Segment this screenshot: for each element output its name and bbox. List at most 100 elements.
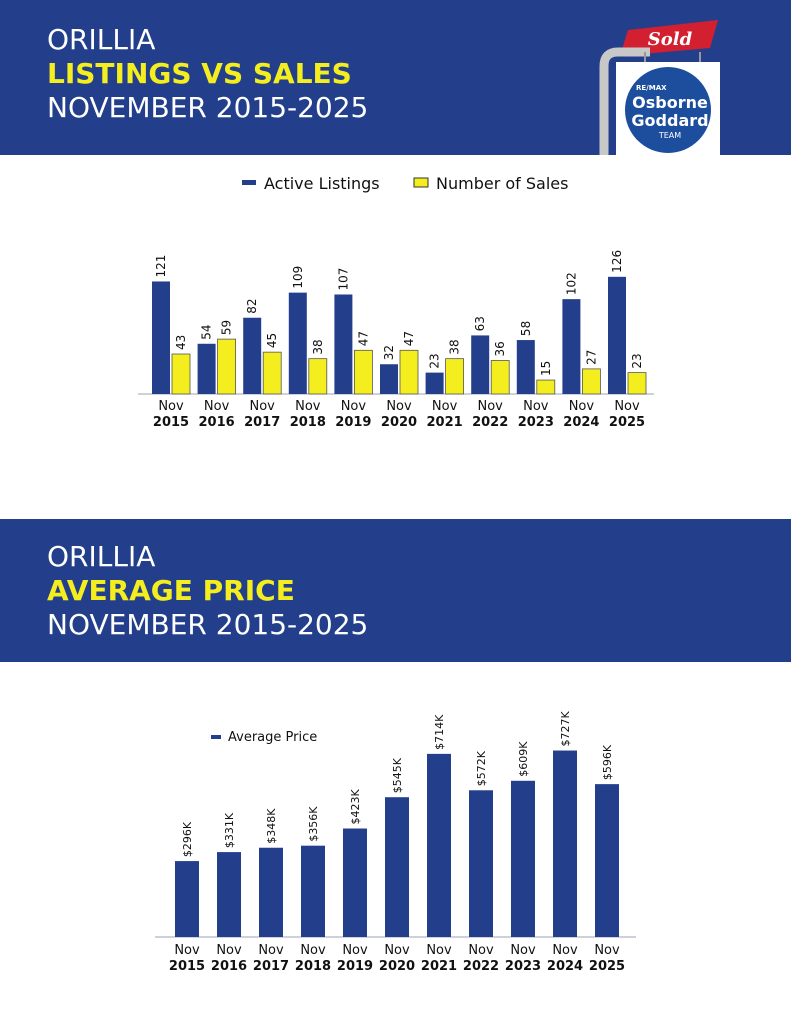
x-tick-label-month: Nov [468,943,494,958]
x-tick-label-year: 2017 [244,415,280,430]
sold-banner-shape [620,20,718,56]
x-tick-label-month: Nov [523,399,549,414]
data-label: $423K [349,789,362,825]
data-label: 59 [220,320,234,335]
legend-label: Average Price [228,730,317,745]
x-tick-label-year: 2019 [335,415,371,430]
data-label: 47 [356,331,370,346]
x-tick-label-year: 2018 [295,959,331,974]
bar-average-price [511,780,535,937]
bar-average-price [259,847,283,937]
x-tick-label-month: Nov [594,943,620,958]
banner-period: NOVEMBER 2015-2025 [47,608,369,641]
sold-sign-logo: Sold RE/MAX Osborne Goddard TEAM [599,20,720,155]
x-tick-label-year: 2021 [427,415,463,430]
x-tick-label-year: 2020 [381,415,417,430]
bar-average-price [385,797,409,937]
sign-post [599,47,650,155]
x-tick-label-month: Nov [432,399,458,414]
bar-active-listings [288,292,307,394]
legend-swatch-active-listings [242,180,256,185]
x-tick-label-month: Nov [341,399,367,414]
x-tick-label-month: Nov [300,943,326,958]
x-tick-label-year: 2025 [589,959,625,974]
data-label: 15 [539,361,553,376]
x-tick-label-year: 2020 [379,959,415,974]
x-tick-label-month: Nov [510,943,536,958]
data-label: 36 [493,341,507,356]
data-label: 38 [311,339,325,354]
bar-number-of-sales [171,353,191,395]
x-tick-label-year: 2023 [518,415,554,430]
bar-active-listings [197,343,216,394]
x-tick-label-month: Nov [258,943,284,958]
data-label: $609K [517,741,530,777]
banner-city: ORILLIA [47,540,156,573]
bar-active-listings [471,335,490,394]
x-tick-label-year: 2025 [609,415,645,430]
x-tick-label-month: Nov [342,943,368,958]
bar-average-price [427,753,451,937]
x-tick-label-month: Nov [569,399,595,414]
x-tick-label-year: 2024 [563,415,599,430]
bar-average-price [343,828,367,937]
bar-number-of-sales [445,358,465,395]
logo-circle [625,67,711,153]
logo-line3: TEAM [658,131,681,140]
data-label: 27 [584,350,598,365]
x-tick-label-year: 2022 [463,959,499,974]
bar-active-listings [608,276,626,394]
bar-number-of-sales [627,372,647,395]
banner-city: ORILLIA [47,23,156,56]
x-tick-label-year: 2023 [505,959,541,974]
bar-active-listings [152,281,170,394]
x-tick-label-year: 2017 [253,959,289,974]
x-tick-label-month: Nov [204,399,230,414]
x-tick-label-month: Nov [174,943,200,958]
bar-active-listings [516,340,535,394]
bar-active-listings [425,372,444,394]
data-label: 102 [564,272,578,295]
data-label: 109 [291,266,305,289]
bar-average-price [217,852,241,937]
x-tick-label-year: 2018 [290,415,326,430]
banner-title: AVERAGE PRICE [47,574,295,607]
logo-line2: Goddard [631,111,708,130]
x-tick-label-year: 2015 [153,415,189,430]
data-label: 32 [382,345,396,360]
legend-label: Number of Sales [436,174,568,193]
x-tick-label-month: Nov [478,399,504,414]
data-label: $331K [223,812,236,848]
bar-average-price [553,750,577,937]
brand-text: RE/MAX [636,84,667,92]
banner-title: LISTINGS VS SALES [47,57,352,90]
bar-average-price [175,861,199,937]
data-label: 38 [448,339,462,354]
x-tick-label-year: 2019 [337,959,373,974]
x-tick-label-month: Nov [158,399,184,414]
data-label: 23 [428,353,442,368]
data-label: $596K [601,744,614,780]
x-tick-label-month: Nov [250,399,276,414]
bar-number-of-sales [308,358,328,395]
data-label: 107 [336,268,350,291]
average-price-chart: Average Price$296KNov2015$331KNov2016$34… [155,711,636,974]
bar-average-price [301,845,325,937]
bar-number-of-sales [582,368,601,395]
x-tick-label-year: 2021 [421,959,457,974]
logo-line1: Osborne [632,93,708,112]
sold-text: Sold [648,29,693,50]
data-label: $545K [391,757,404,793]
bar-active-listings [243,317,262,394]
bar-number-of-sales [217,338,237,395]
banner-period: NOVEMBER 2015-2025 [47,91,369,124]
bar-number-of-sales [536,379,556,395]
data-label: $348K [265,808,278,844]
x-tick-label-month: Nov [386,399,412,414]
x-tick-label-month: Nov [426,943,452,958]
x-tick-label-year: 2015 [169,959,205,974]
x-tick-label-year: 2024 [547,959,583,974]
data-label: 43 [174,335,188,350]
data-label: 58 [519,321,533,336]
bar-active-listings [380,364,398,394]
